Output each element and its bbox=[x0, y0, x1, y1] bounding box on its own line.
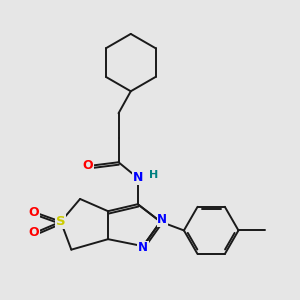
Text: N: N bbox=[157, 213, 167, 226]
Text: H: H bbox=[149, 170, 158, 180]
Text: O: O bbox=[82, 159, 93, 172]
Text: O: O bbox=[28, 226, 39, 239]
Text: N: N bbox=[138, 242, 148, 254]
Text: S: S bbox=[56, 215, 66, 228]
Text: N: N bbox=[133, 172, 143, 184]
Text: O: O bbox=[28, 206, 39, 219]
